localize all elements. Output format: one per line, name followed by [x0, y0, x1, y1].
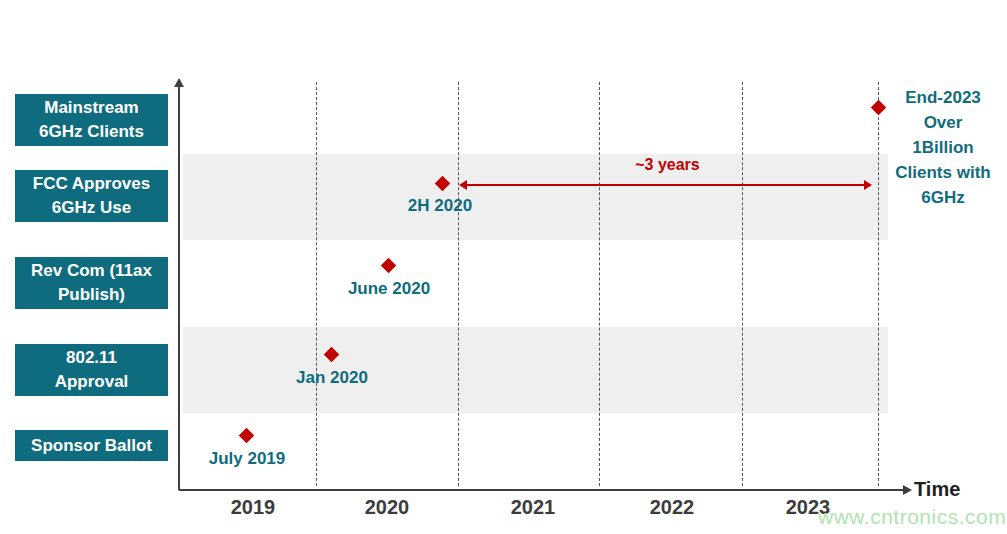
gridline-2021-5 [599, 82, 600, 486]
milestone-label-june-2020: June 2020 [329, 279, 449, 299]
category-box-rev-com-11ax-publish: Rev Com (11ax Publish) [15, 257, 168, 309]
y-axis-arrowhead-icon [174, 78, 184, 87]
annotation-line-1: End-2023 [880, 85, 1006, 110]
annotation-end-2023-block: End-2023 Over 1Billion Clients with 6GHz [880, 85, 1006, 210]
duration-arrow-label: ~3 years [600, 156, 735, 174]
watermark-text: www.cntronics.com [818, 505, 1006, 529]
category-box-mainstream-6ghz-clients: Mainstream 6GHz Clients [15, 94, 168, 146]
y-axis-line [178, 86, 180, 490]
category-box-fcc-approves-6ghz-use: FCC Approves 6GHz Use [15, 170, 168, 222]
annotation-line-4: Clients with [880, 160, 1006, 185]
x-axis-title: Time [914, 478, 960, 501]
gridline-2020-5 [458, 82, 459, 486]
x-tick-2019: 2019 [213, 496, 293, 519]
annotation-line-3: 1Billion [880, 135, 1006, 160]
x-axis-line [179, 489, 903, 491]
gridline-2022-5 [742, 82, 743, 486]
x-tick-2021: 2021 [493, 496, 573, 519]
milestone-diamond-july-2019 [239, 428, 255, 444]
category-box-80211-approval: 802.11 Approval [15, 344, 168, 396]
milestone-diamond-june-2020 [381, 258, 397, 274]
gridline-2019-5 [316, 82, 317, 486]
annotation-line-2: Over [880, 110, 1006, 135]
gridline-2023-5 [878, 82, 879, 486]
x-tick-2020: 2020 [347, 496, 427, 519]
wifi-6ghz-timeline-chart: Mainstream 6GHz Clients FCC Approves 6GH… [0, 0, 1007, 534]
duration-arrow-line [466, 184, 865, 186]
duration-arrow-left-head-icon [459, 180, 467, 190]
category-box-sponsor-ballot: Sponsor Ballot [15, 430, 168, 461]
duration-arrow-right-head-icon [864, 180, 872, 190]
x-tick-2022: 2022 [632, 496, 712, 519]
row-band-fcc-approves [183, 154, 888, 240]
x-axis-arrowhead-icon [903, 485, 912, 495]
milestone-label-jan-2020: Jan 2020 [272, 368, 392, 388]
milestone-label-2h-2020: 2H 2020 [380, 196, 500, 216]
annotation-line-5: 6GHz [880, 185, 1006, 210]
milestone-label-july-2019: July 2019 [187, 449, 307, 469]
